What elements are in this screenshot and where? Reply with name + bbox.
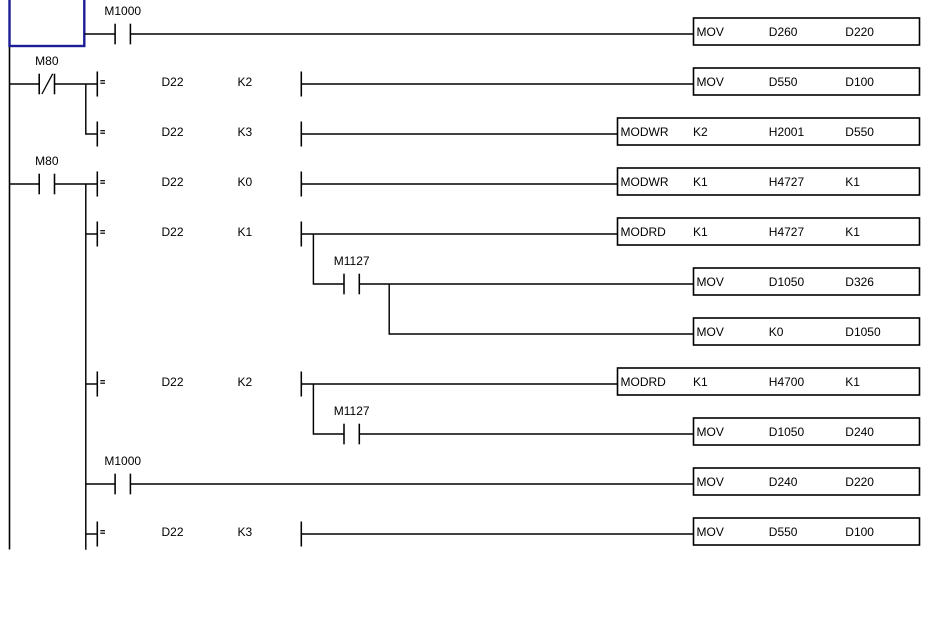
svg-text:D326: D326 xyxy=(845,275,874,289)
svg-text:D100: D100 xyxy=(845,525,874,539)
svg-text:D22: D22 xyxy=(162,75,184,89)
svg-text:D1050: D1050 xyxy=(769,425,805,439)
svg-text:K0: K0 xyxy=(769,325,784,339)
svg-text:D240: D240 xyxy=(845,425,874,439)
svg-text:D550: D550 xyxy=(769,525,798,539)
svg-text:D1050: D1050 xyxy=(845,325,881,339)
svg-text:D220: D220 xyxy=(845,475,874,489)
svg-text:M1000: M1000 xyxy=(104,454,141,468)
svg-text:D550: D550 xyxy=(769,75,798,89)
svg-text:MOV: MOV xyxy=(697,475,724,489)
svg-text:M1000: M1000 xyxy=(104,4,141,18)
svg-text:K3: K3 xyxy=(238,525,253,539)
svg-text:MODWR: MODWR xyxy=(621,175,669,189)
svg-text:H4700: H4700 xyxy=(769,375,805,389)
svg-text:MOV: MOV xyxy=(697,325,724,339)
svg-text:K3: K3 xyxy=(238,125,253,139)
svg-text:K1: K1 xyxy=(693,225,708,239)
svg-text:MOV: MOV xyxy=(697,525,724,539)
svg-text:H2001: H2001 xyxy=(769,125,805,139)
svg-text:M1127: M1127 xyxy=(334,404,370,418)
svg-text:D22: D22 xyxy=(162,375,184,389)
svg-text:K2: K2 xyxy=(238,375,253,389)
svg-text:MOV: MOV xyxy=(697,75,724,89)
svg-text:D22: D22 xyxy=(162,525,184,539)
svg-text:M80: M80 xyxy=(35,54,59,68)
svg-text:D1050: D1050 xyxy=(769,275,805,289)
svg-text:K0: K0 xyxy=(238,175,253,189)
svg-text:K1: K1 xyxy=(693,375,708,389)
svg-text:K2: K2 xyxy=(693,125,708,139)
svg-text:K1: K1 xyxy=(845,175,860,189)
svg-text:MODRD: MODRD xyxy=(621,225,667,239)
svg-text:MOV: MOV xyxy=(697,275,724,289)
svg-text:K1: K1 xyxy=(238,225,253,239)
svg-text:K2: K2 xyxy=(238,75,253,89)
svg-text:D240: D240 xyxy=(769,475,798,489)
svg-text:H4727: H4727 xyxy=(769,175,805,189)
svg-text:M80: M80 xyxy=(35,154,59,168)
svg-text:D260: D260 xyxy=(769,25,798,39)
svg-text:D22: D22 xyxy=(162,225,184,239)
svg-text:MODRD: MODRD xyxy=(621,375,667,389)
svg-text:D220: D220 xyxy=(845,25,874,39)
svg-text:D550: D550 xyxy=(845,125,874,139)
svg-text:MODWR: MODWR xyxy=(621,125,669,139)
svg-text:K1: K1 xyxy=(845,225,860,239)
svg-text:MOV: MOV xyxy=(697,425,724,439)
svg-text:MOV: MOV xyxy=(697,25,724,39)
svg-text:D22: D22 xyxy=(162,125,184,139)
svg-text:M1127: M1127 xyxy=(334,254,370,268)
svg-text:K1: K1 xyxy=(693,175,708,189)
svg-text:H4727: H4727 xyxy=(769,225,805,239)
svg-text:K1: K1 xyxy=(845,375,860,389)
svg-text:D22: D22 xyxy=(162,175,184,189)
svg-text:D100: D100 xyxy=(845,75,874,89)
